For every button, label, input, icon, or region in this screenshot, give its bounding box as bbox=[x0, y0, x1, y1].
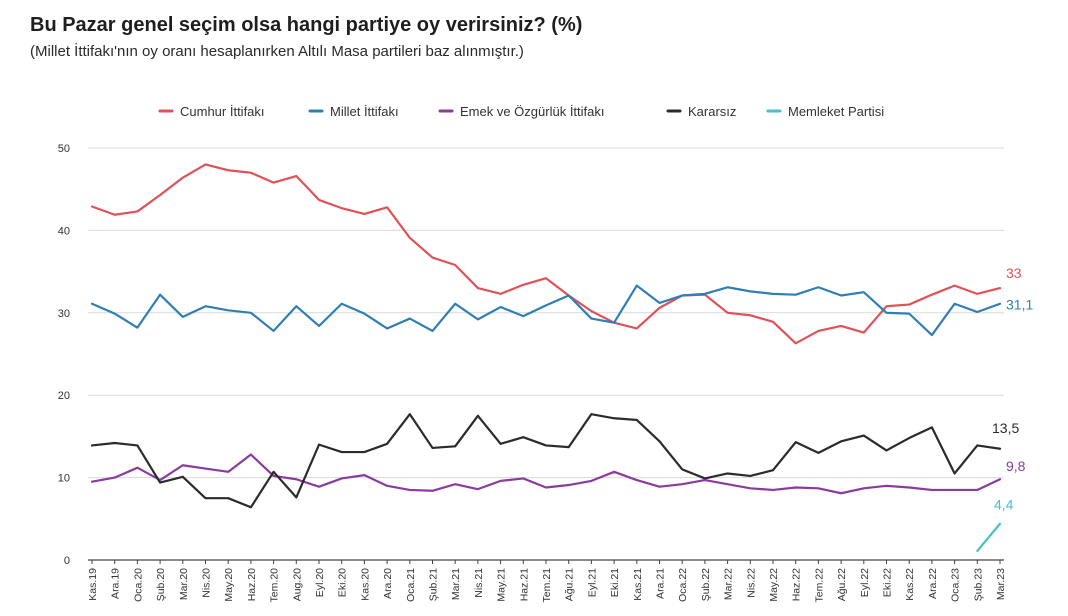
y-tick-label: 20 bbox=[58, 390, 70, 402]
y-axis: 0 10 20 30 40 50 bbox=[58, 143, 70, 567]
series-line-1 bbox=[90, 284, 1002, 337]
series-line-2 bbox=[90, 453, 1002, 495]
chart-title: Bu Pazar genel seçim olsa hangi partiye … bbox=[30, 14, 583, 36]
x-tick-label: Aug.20 bbox=[291, 568, 303, 601]
legend-label-4: Memleket Partisi bbox=[788, 104, 884, 119]
end-labels: 33 31,1 9,8 13,5 4,4 bbox=[992, 265, 1033, 513]
x-tick-label: Haz.22 bbox=[791, 568, 803, 601]
x-tick-label: Ağu.22 bbox=[836, 568, 848, 601]
x-tick-label: May.22 bbox=[768, 568, 780, 602]
series-line-3 bbox=[90, 413, 1002, 509]
end-label-0: 33 bbox=[1006, 265, 1022, 281]
legend: Cumhur İttifakı Millet İttifakı Emek ve Öz… bbox=[158, 104, 884, 119]
x-tick-label: Nis.20 bbox=[201, 568, 213, 598]
x-tick-label: Nis.21 bbox=[473, 568, 485, 598]
x-tick-label: Tem.21 bbox=[541, 568, 553, 603]
x-tick-label: Ara.22 bbox=[927, 568, 939, 599]
x-tick-label: Eyl.22 bbox=[859, 568, 871, 597]
x-tick-label: Eki.21 bbox=[609, 568, 621, 597]
x-tick-label: Eyl.21 bbox=[586, 568, 598, 597]
x-tick-label: Şub.20 bbox=[155, 568, 167, 601]
y-tick-label: 10 bbox=[58, 473, 70, 485]
legend-label-2: Emek ve Özgürlük İttifakı bbox=[460, 104, 605, 119]
x-tick-label: Tem.22 bbox=[813, 568, 825, 603]
x-tick-label: Mar.20 bbox=[178, 568, 190, 600]
x-tick-label: Kas.20 bbox=[359, 568, 371, 601]
x-tick-label: Tem.20 bbox=[269, 568, 281, 603]
legend-label-3: Kararsız bbox=[688, 104, 736, 119]
y-tick-label: 0 bbox=[64, 555, 70, 567]
x-tick-label: Kas.21 bbox=[632, 568, 644, 601]
x-tick-label: Oca.22 bbox=[677, 568, 689, 602]
x-tick-label: Ağu.21 bbox=[564, 568, 576, 601]
legend-label-1: Millet İttifakı bbox=[330, 104, 399, 119]
x-tick-label: Şub.22 bbox=[700, 568, 712, 601]
x-tick-label: Oca.21 bbox=[405, 568, 417, 602]
series-line-0 bbox=[90, 163, 1002, 345]
x-tick-label: Ara.21 bbox=[655, 568, 667, 599]
x-tick-label: Mar.22 bbox=[723, 568, 735, 600]
x-tick-label: Kas.22 bbox=[904, 568, 916, 601]
y-tick-label: 30 bbox=[58, 308, 70, 320]
x-axis: Kas.19 Ara.19 Oca.20 Şub.20 Mar.20 Nis.20 May.… bbox=[87, 560, 1007, 602]
end-label-3: 13,5 bbox=[992, 420, 1019, 436]
x-tick-label: Ara.20 bbox=[382, 568, 394, 599]
legend-label-0: Cumhur İttifakı bbox=[180, 104, 265, 119]
x-tick-label: May.21 bbox=[496, 568, 508, 602]
x-tick-label: May.20 bbox=[223, 568, 235, 602]
x-tick-label: Şub.23 bbox=[972, 568, 984, 601]
y-tick-label: 50 bbox=[58, 143, 70, 155]
end-label-1: 31,1 bbox=[1006, 297, 1033, 313]
x-tick-label: Mar.21 bbox=[450, 568, 462, 600]
x-tick-label: Haz.21 bbox=[518, 568, 530, 601]
series-line-4 bbox=[976, 522, 1002, 553]
x-tick-label: Mar.23 bbox=[995, 568, 1007, 600]
chart-subtitle: (Millet İttifakı'nın oy oranı hesaplanır… bbox=[30, 43, 524, 60]
x-tick-label: Oca.23 bbox=[950, 568, 962, 602]
y-tick-label: 40 bbox=[58, 225, 70, 237]
end-label-4: 4,4 bbox=[994, 497, 1014, 513]
x-tick-label: Oca.20 bbox=[132, 568, 144, 602]
x-tick-label: Eki.22 bbox=[882, 568, 894, 597]
x-tick-label: Şub.21 bbox=[428, 568, 440, 601]
x-tick-label: Haz.20 bbox=[246, 568, 258, 601]
x-tick-label: Nis.22 bbox=[745, 568, 757, 598]
x-tick-label: Ara.19 bbox=[110, 568, 122, 599]
x-tick-label: Eki.20 bbox=[337, 568, 349, 597]
x-tick-label: Eyl.20 bbox=[314, 568, 326, 597]
end-label-2: 9,8 bbox=[1006, 458, 1026, 474]
series-lines bbox=[90, 163, 1002, 553]
x-tick-label: Kas.19 bbox=[87, 568, 99, 601]
